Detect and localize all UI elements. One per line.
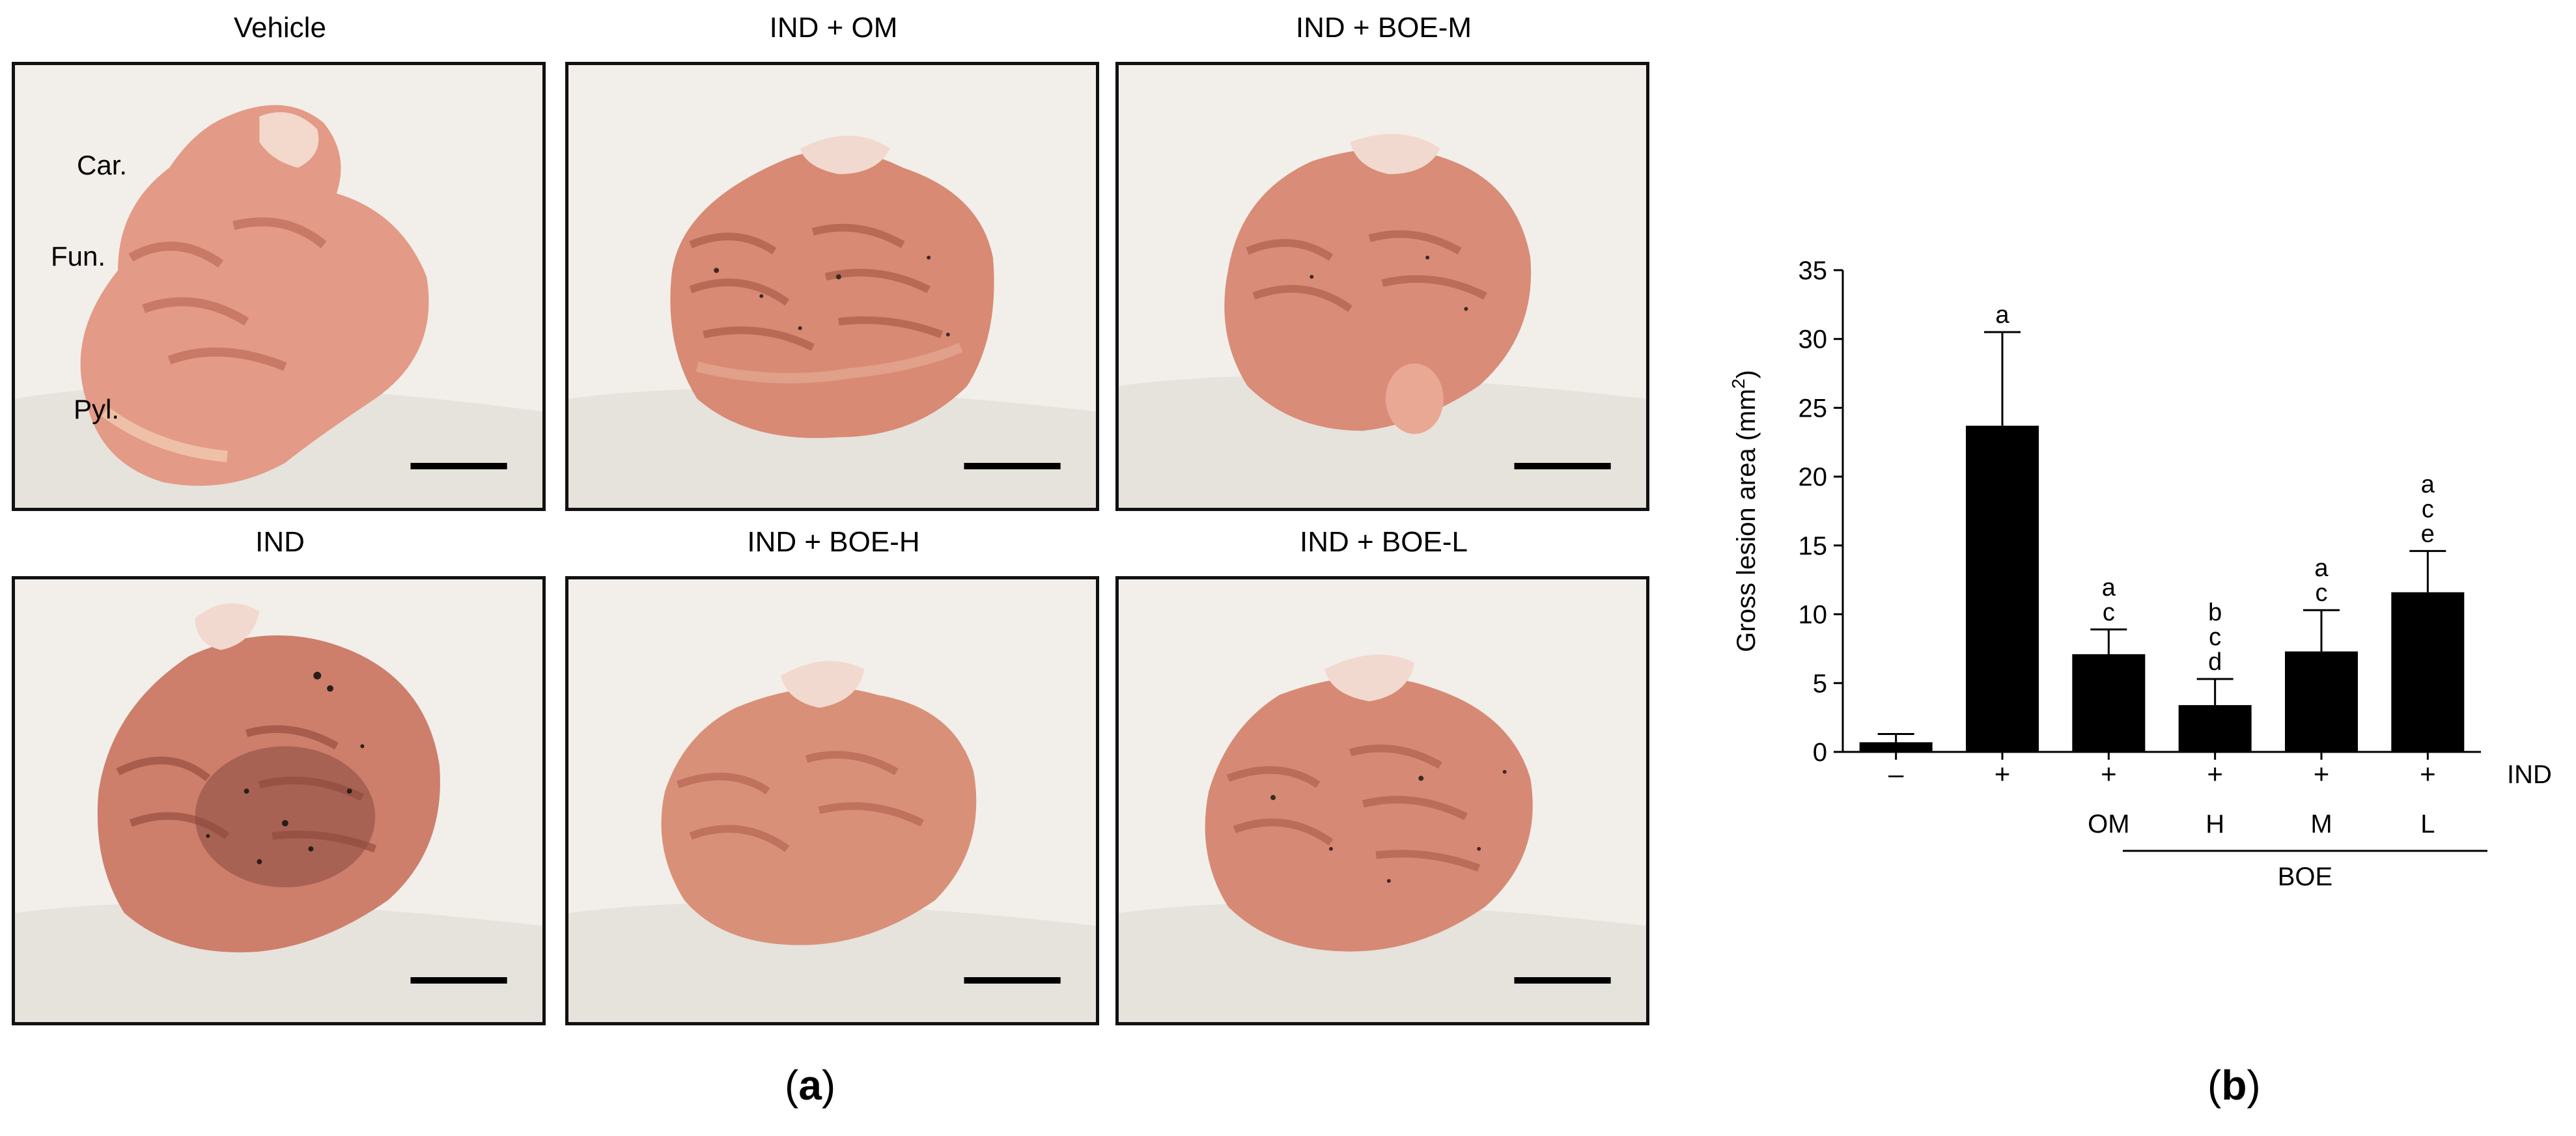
annotation-pylorus: Pyl. (74, 394, 120, 424)
bar (1966, 425, 2039, 752)
stomach-photo-ind (12, 576, 546, 1025)
significance-letter: e (2421, 520, 2435, 547)
ind-label: IND (2507, 760, 2552, 789)
stomach-photo-vehicle: Car. Fun. Pyl. (12, 62, 546, 511)
significance-letter: d (2208, 648, 2222, 676)
significance-letter: c (2422, 495, 2434, 523)
significance-letter: c (2316, 579, 2328, 607)
y-tick-label: 30 (1799, 326, 1828, 354)
ind-row-label: + (2101, 758, 2117, 789)
panel-a-label: (a) (785, 1062, 836, 1109)
stomach-photo-ind-boe-h (565, 576, 1099, 1025)
treatment-label: OM (2088, 810, 2129, 838)
treatment-label: L (2420, 810, 2435, 838)
y-tick-label: 35 (1799, 256, 1828, 285)
panel-b-label: (b) (2207, 1062, 2261, 1109)
significance-letter: a (2102, 574, 2116, 602)
treatment-label: M (2310, 810, 2332, 838)
stomach-photo-ind-boe-l (1115, 576, 1649, 1025)
annotation-cardia: Car. (77, 150, 128, 180)
ind-row-label: + (2420, 758, 2436, 789)
significance-letter: b (2208, 599, 2222, 626)
stomach-photo-ind-om (565, 62, 1099, 511)
bar (2391, 592, 2465, 752)
treatment-label: H (2205, 810, 2224, 838)
photo-title-ind: IND (255, 526, 305, 558)
significance-letter: c (2209, 624, 2221, 651)
y-tick-label: 25 (1799, 394, 1828, 423)
y-tick-label: 10 (1799, 601, 1828, 630)
bar (2072, 654, 2146, 752)
ind-row-label: + (2314, 758, 2330, 789)
lesion-area-bar-chart: 0 5 10 15 20 25 30 35 Gross lesion area (mm2) – a +… (1728, 256, 2552, 891)
photo-title-ind-boe-m: IND + BOE-M (1295, 12, 1472, 44)
significance-letter: a (2314, 555, 2329, 582)
bar (2178, 705, 2252, 752)
photo-title-vehicle: Vehicle (234, 12, 326, 44)
boe-group-label: BOE (2278, 863, 2332, 891)
photo-title-ind-boe-l: IND + BOE-L (1300, 526, 1468, 558)
bar (1859, 742, 1933, 752)
y-tick-label: 0 (1813, 738, 1827, 767)
significance-letter: a (1995, 301, 2009, 329)
ind-row-label: – (1888, 758, 1904, 789)
y-tick-label: 20 (1799, 463, 1828, 492)
ind-row-label: + (1995, 758, 2011, 789)
y-axis-label: Gross lesion area (mm2) (1728, 370, 1761, 652)
ind-row-label: + (2207, 758, 2223, 789)
photo-title-ind-boe-h: IND + BOE-H (747, 526, 920, 558)
bar (2285, 651, 2358, 752)
significance-letter: c (2103, 599, 2115, 626)
photo-title-ind-om: IND + OM (769, 12, 898, 44)
y-tick-label: 5 (1813, 669, 1827, 698)
annotation-fundus: Fun. (51, 241, 106, 271)
significance-letter: a (2421, 471, 2435, 498)
stomach-photo-ind-boe-m (1115, 62, 1649, 511)
y-tick-label: 15 (1799, 532, 1828, 561)
